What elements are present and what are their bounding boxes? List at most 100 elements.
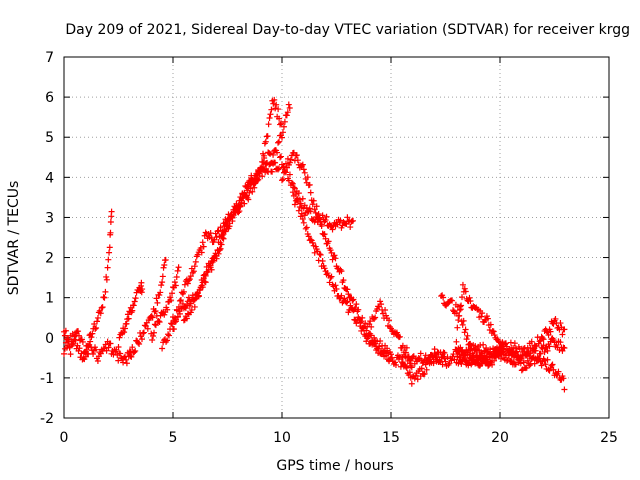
data-point	[260, 152, 267, 159]
data-point	[132, 347, 139, 354]
data-point	[66, 343, 73, 350]
data-point	[302, 225, 309, 232]
data-point	[305, 233, 312, 240]
data-point	[329, 226, 336, 233]
data-track	[115, 279, 146, 351]
data-point	[218, 241, 225, 248]
data-point	[203, 263, 210, 270]
data-point	[461, 352, 468, 359]
data-point	[187, 273, 194, 280]
data-point	[69, 330, 76, 337]
data-point	[349, 306, 356, 313]
data-point	[157, 289, 164, 296]
data-point	[172, 282, 179, 289]
data-point	[434, 349, 441, 356]
data-point	[198, 249, 205, 256]
data-point	[286, 171, 293, 178]
data-point	[364, 335, 371, 342]
data-point	[121, 329, 128, 336]
data-point	[418, 365, 425, 372]
data-point	[106, 244, 113, 251]
data-point	[456, 312, 463, 319]
data-point	[138, 333, 145, 340]
data-point	[104, 264, 111, 271]
data-point	[459, 321, 466, 328]
data-point	[467, 297, 474, 304]
data-point	[75, 347, 82, 354]
data-point	[553, 371, 560, 378]
data-point	[502, 340, 509, 347]
data-point	[454, 324, 461, 331]
y-axis-label: SDTVAR / TECUs	[6, 181, 22, 296]
data-track	[61, 208, 115, 360]
data-point	[72, 337, 79, 344]
data-point	[484, 353, 491, 360]
data-point	[457, 303, 464, 310]
data-point	[467, 340, 474, 347]
data-point	[130, 302, 137, 309]
data-point	[116, 334, 123, 341]
data-point	[140, 329, 147, 336]
data-point	[461, 285, 468, 292]
data-point	[76, 345, 83, 352]
data-point	[303, 224, 310, 231]
data-point	[295, 207, 302, 214]
data-point	[442, 358, 449, 365]
data-point	[548, 362, 555, 369]
data-point	[406, 369, 413, 376]
data-point	[495, 338, 502, 345]
data-point	[228, 210, 235, 217]
data-point	[94, 318, 101, 325]
data-point	[301, 212, 308, 219]
data-point	[182, 305, 189, 312]
data-point	[76, 332, 83, 339]
data-point	[544, 347, 551, 354]
data-point	[154, 299, 161, 306]
x-tick-label: 0	[60, 430, 69, 446]
data-point	[219, 234, 226, 241]
data-point	[158, 282, 165, 289]
data-point	[312, 209, 319, 216]
data-point	[516, 357, 523, 364]
data-point	[478, 313, 485, 320]
data-point	[382, 307, 389, 314]
data-point	[249, 188, 256, 195]
data-point	[199, 239, 206, 246]
data-point	[272, 159, 279, 166]
data-point	[220, 231, 227, 238]
data-point	[300, 219, 307, 226]
data-point	[332, 255, 339, 262]
data-point	[125, 315, 132, 322]
data-point	[448, 357, 455, 364]
data-point	[461, 329, 468, 336]
data-point	[155, 318, 162, 325]
data-point	[99, 304, 106, 311]
data-point	[542, 361, 549, 368]
data-point	[309, 239, 316, 246]
data-point	[306, 181, 313, 188]
data-point	[350, 296, 357, 303]
y-tick-label: 6	[45, 90, 54, 106]
data-point	[169, 290, 176, 297]
data-point	[300, 166, 307, 173]
data-point	[313, 203, 320, 210]
data-point	[349, 297, 356, 304]
data-point	[195, 293, 202, 300]
data-point	[479, 310, 486, 317]
data-point	[179, 300, 186, 307]
data-point	[552, 315, 559, 322]
data-point	[368, 323, 375, 330]
data-point	[117, 350, 124, 357]
data-point	[537, 350, 544, 357]
data-point	[431, 346, 438, 353]
data-point	[174, 267, 181, 274]
data-point	[512, 345, 519, 352]
data-point	[511, 340, 518, 347]
data-point	[462, 288, 469, 295]
data-point	[304, 174, 311, 181]
data-point	[344, 298, 351, 305]
data-point	[322, 235, 329, 242]
data-point	[283, 112, 290, 119]
data-point	[277, 154, 284, 161]
